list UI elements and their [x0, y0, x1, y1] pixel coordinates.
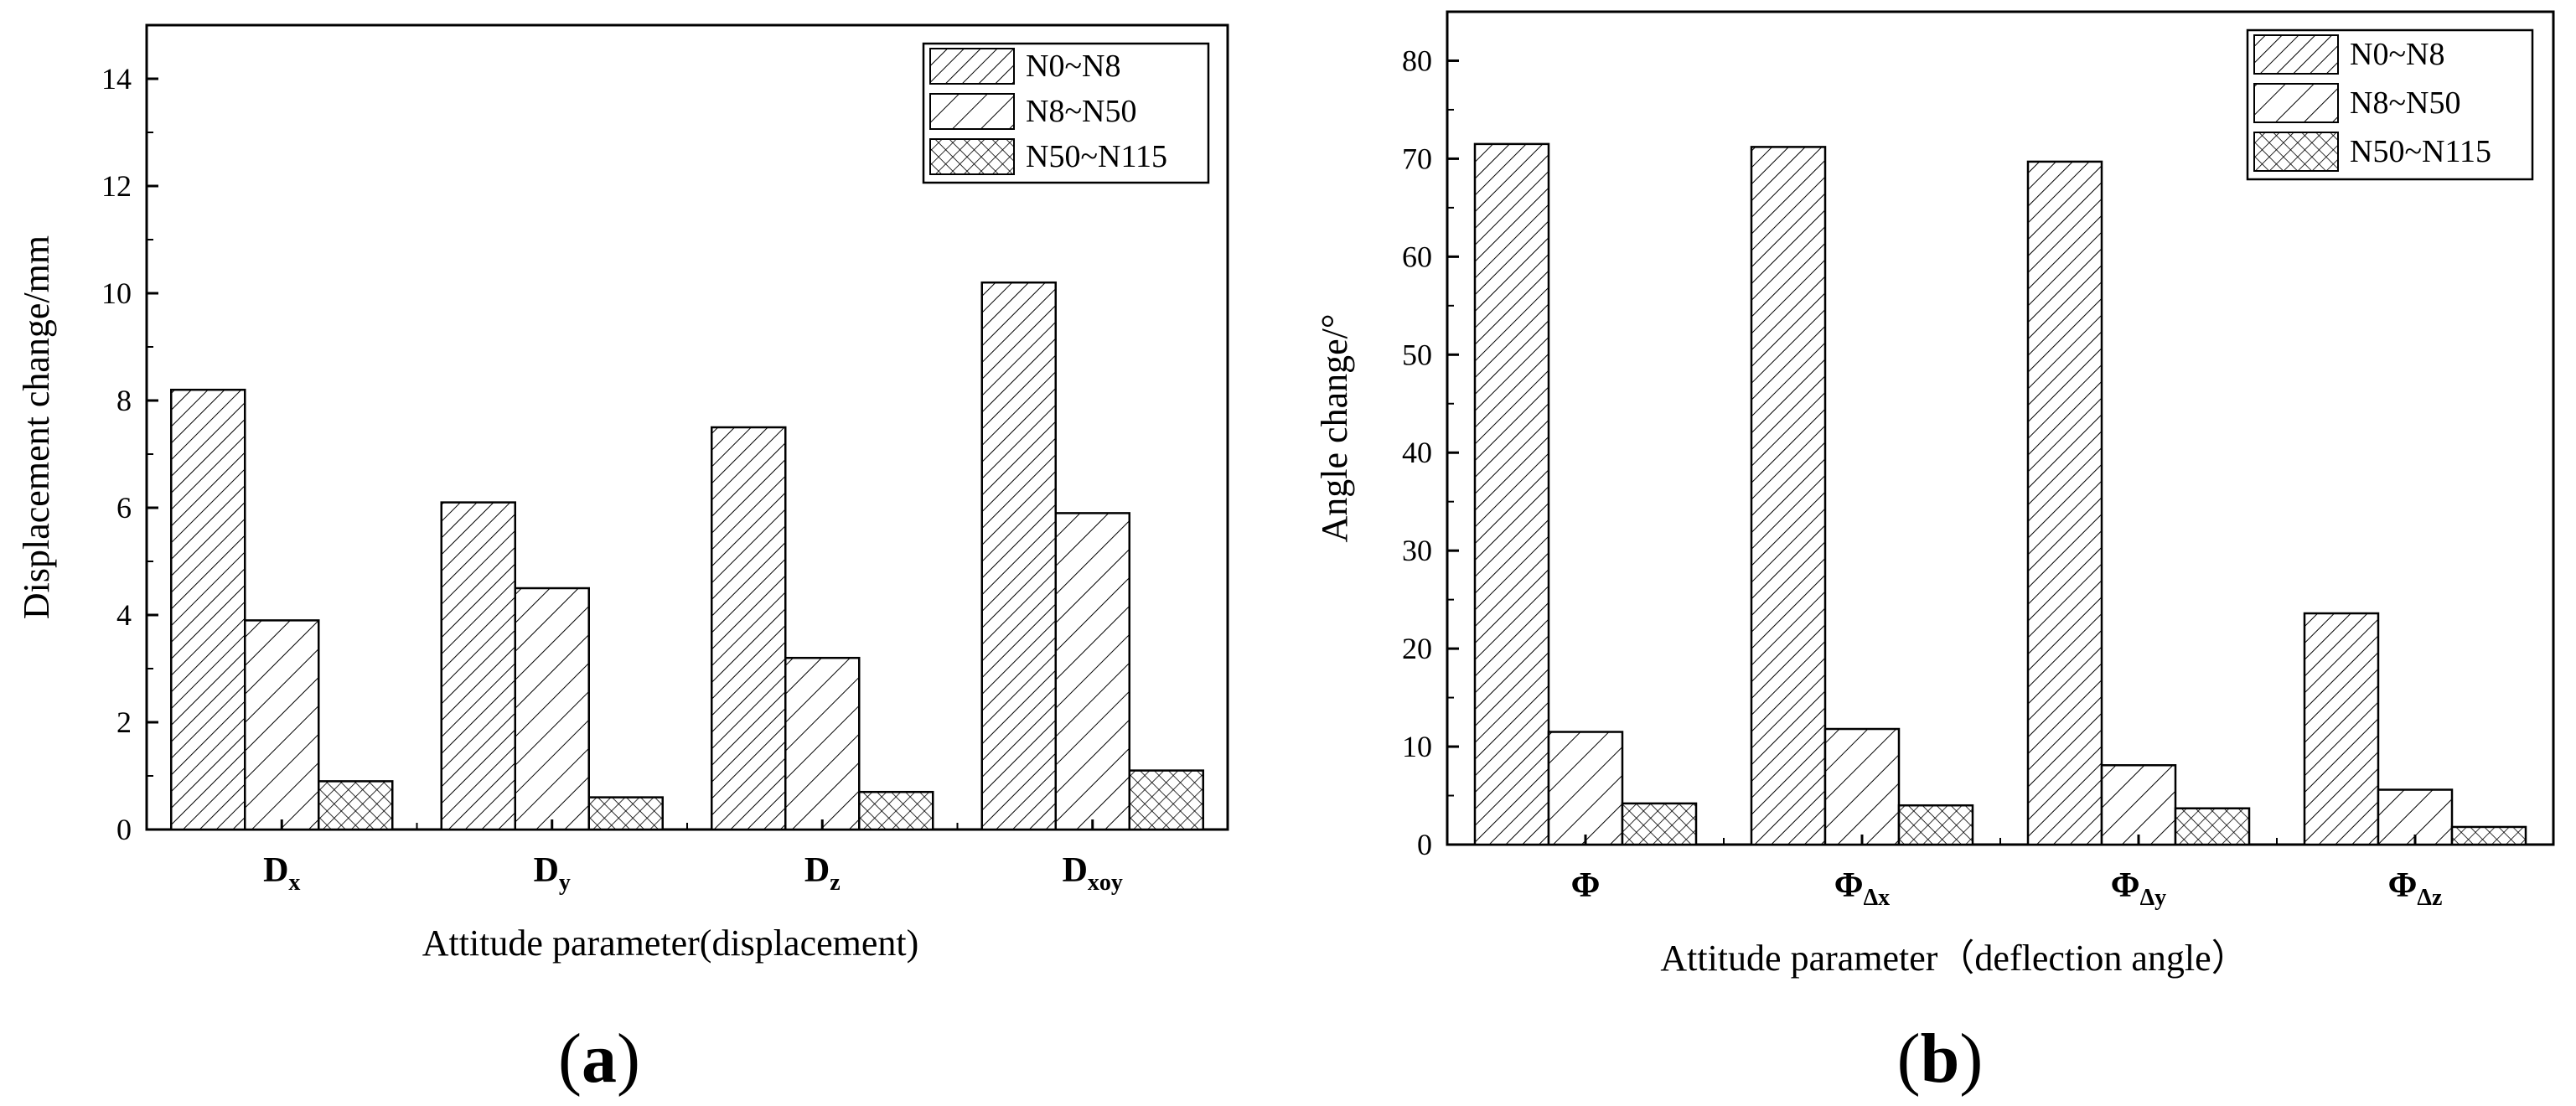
y-axis-label: Angle change/° [1314, 314, 1355, 543]
y-tick-label: 0 [116, 813, 132, 846]
y-tick-label: 12 [101, 169, 132, 203]
x-tick-label: ΦΔz [2388, 866, 2443, 911]
y-tick-label: 6 [116, 491, 132, 525]
x-tick-label: Dxoy [1063, 851, 1123, 896]
legend-swatch [929, 48, 1015, 85]
y-tick-label: 70 [1402, 142, 1432, 175]
x-tick-label: Dz [804, 851, 841, 896]
y-tick-label: 14 [101, 62, 132, 96]
y-tick-label: 50 [1402, 338, 1432, 371]
bar [587, 796, 664, 831]
legend-swatch [2253, 83, 2339, 123]
bar [1823, 727, 1901, 846]
legend-label: N50~N115 [2350, 134, 2491, 169]
legend-label: N8~N50 [2350, 85, 2460, 121]
legend-swatch [2253, 132, 2339, 172]
y-tick-label: 60 [1402, 240, 1432, 273]
bar [711, 426, 787, 831]
bar [784, 656, 861, 831]
y-tick-label: 40 [1402, 436, 1432, 469]
legend-label: N0~N8 [2350, 37, 2444, 72]
x-axis-label: Attitude parameter（deflection angle） [1660, 938, 2248, 979]
x-tick-label: Dx [263, 851, 300, 896]
legend-swatch [2253, 34, 2339, 75]
y-tick-label: 20 [1402, 632, 1432, 665]
bar [1897, 804, 1974, 846]
y-tick-label: 10 [101, 276, 132, 310]
y-tick-label: 80 [1402, 44, 1432, 77]
y-tick-label: 8 [116, 384, 132, 417]
bar [440, 501, 516, 831]
bar [1473, 142, 1550, 846]
panel-label-b: (b) [1896, 1020, 1984, 1098]
bar [170, 388, 246, 831]
bar [980, 281, 1057, 831]
bar [514, 587, 590, 831]
legend-swatch [929, 138, 1015, 175]
legend-label: N0~N8 [1026, 49, 1120, 84]
bar [1750, 146, 1827, 846]
y-tick-label: 0 [1417, 828, 1432, 861]
chart-a: 0 2 4 6 8 10 12 14 Dx Dy Dz Dxoy Attitude parameter(… [16, 23, 1229, 964]
bar [858, 790, 934, 831]
bar [1054, 512, 1130, 831]
panel-label-a: (a) [558, 1020, 640, 1098]
bar [1547, 731, 1624, 846]
bar [1128, 769, 1204, 831]
legend-swatch [929, 93, 1015, 130]
bar [244, 619, 320, 831]
x-tick-label: ΦΔx [1834, 866, 1890, 911]
x-tick-label: ΦΔy [2111, 866, 2166, 911]
x-tick-label: Φ [1571, 866, 1601, 905]
legend-label: N8~N50 [1026, 94, 1136, 129]
y-axis-label: Displacement change/mm [16, 235, 57, 619]
chart-b: 0 10 20 30 40 50 60 70 80 Φ ΦΔx ΦΔy ΦΔz Attitude para… [1314, 10, 2555, 979]
bar [318, 780, 394, 831]
y-tick-label: 2 [116, 705, 132, 739]
legend-label: N50~N115 [1026, 139, 1167, 174]
y-tick-label: 10 [1402, 730, 1432, 763]
bar [2450, 825, 2527, 846]
x-tick-label: Dy [534, 851, 571, 896]
bar [2174, 807, 2251, 846]
bar [2026, 160, 2103, 846]
y-tick-label: 4 [116, 598, 132, 632]
bar [2100, 764, 2177, 846]
y-tick-label: 30 [1402, 534, 1432, 567]
bar [2303, 612, 2380, 846]
bar [1621, 802, 1698, 846]
x-axis-label: Attitude parameter(displacement) [422, 923, 919, 964]
